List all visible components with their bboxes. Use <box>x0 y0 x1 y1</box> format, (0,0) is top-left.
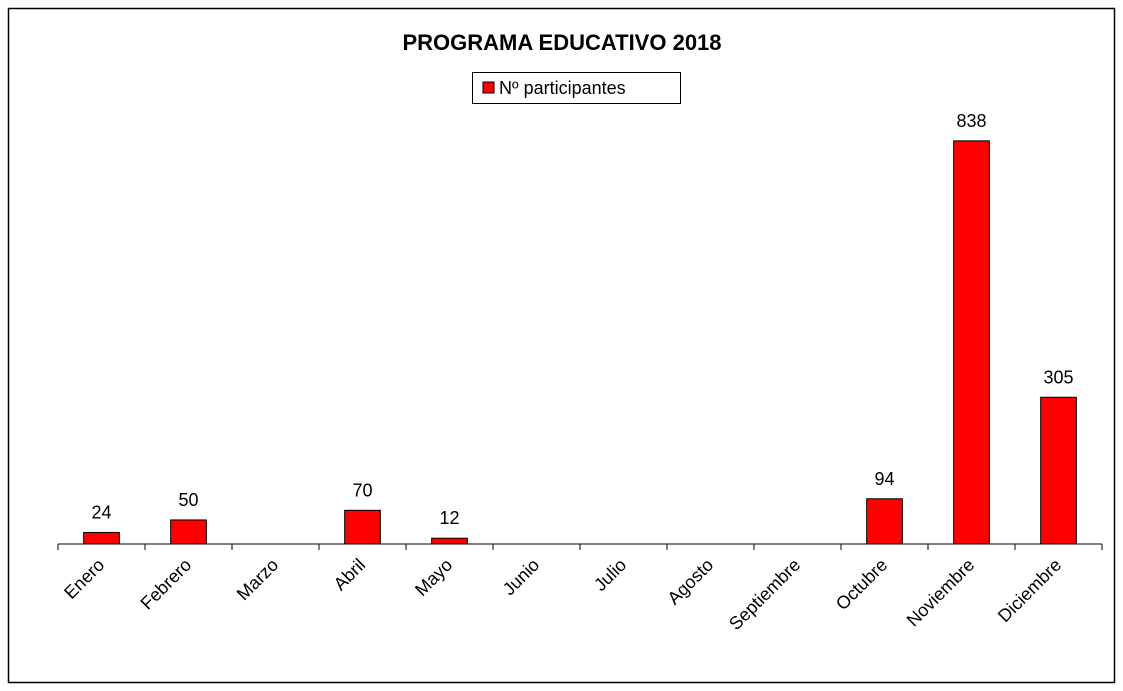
data-label: 70 <box>352 480 372 500</box>
bar <box>866 498 903 545</box>
chart-frame <box>7 7 1116 684</box>
data-label: 305 <box>1043 367 1073 387</box>
chart-title: PROGRAMA EDUCATIVO 2018 <box>402 30 721 55</box>
data-label: 12 <box>439 508 459 528</box>
bar <box>170 519 207 545</box>
data-label: 50 <box>178 490 198 510</box>
bar <box>344 509 381 545</box>
data-label: 838 <box>956 111 986 131</box>
data-label: 24 <box>91 502 111 522</box>
legend-box <box>472 72 681 104</box>
bar <box>431 537 468 545</box>
bar <box>83 531 120 545</box>
bar <box>953 140 990 545</box>
legend-swatch <box>482 81 495 94</box>
data-label: 94 <box>874 469 894 489</box>
bar <box>1040 396 1077 545</box>
legend-label: Nº participantes <box>499 78 626 98</box>
